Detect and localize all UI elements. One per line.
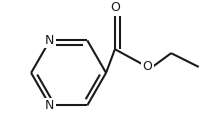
Text: N: N [45,34,55,47]
Text: O: O [143,60,152,73]
Text: O: O [110,1,120,14]
Text: N: N [45,99,55,112]
